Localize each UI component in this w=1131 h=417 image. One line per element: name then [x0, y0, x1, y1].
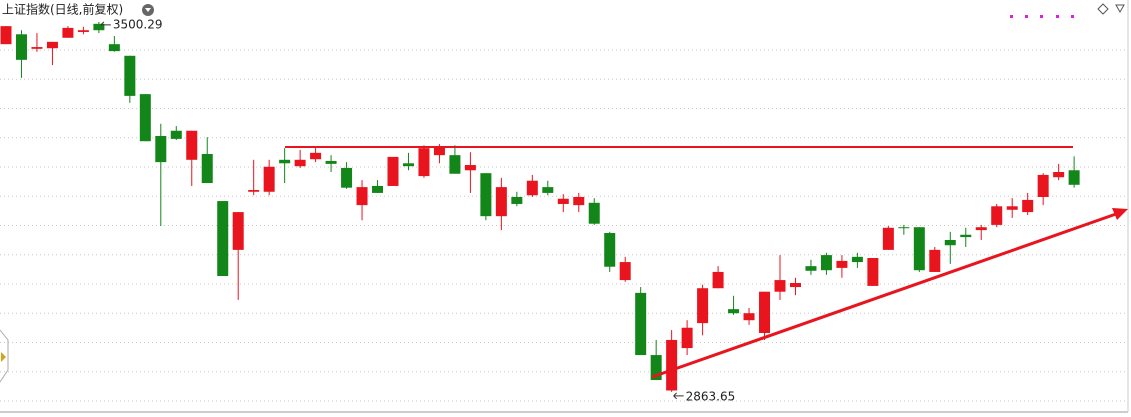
candle-body — [62, 27, 74, 38]
candle-body — [526, 180, 538, 196]
candle-body — [480, 173, 492, 217]
candle-body — [1037, 174, 1049, 197]
candle-body — [341, 167, 353, 188]
candle-body — [186, 130, 198, 160]
candle-body — [557, 198, 569, 204]
left-marker — [1, 352, 6, 362]
candle-body — [960, 234, 972, 238]
candle-body — [449, 155, 461, 174]
candle-body — [1068, 170, 1080, 185]
grid — [0, 49, 1128, 402]
candle-body — [15, 34, 27, 60]
low-annotation: 2863.65 — [686, 389, 736, 403]
candle-body — [232, 212, 244, 250]
dropdown-button[interactable] — [142, 4, 154, 16]
candle-body — [1053, 172, 1065, 178]
candle-body — [588, 202, 600, 224]
candle-body — [139, 94, 151, 142]
candle-body — [402, 163, 414, 167]
candle-body — [650, 355, 662, 381]
candle-body — [124, 55, 136, 96]
candle-body — [619, 262, 631, 281]
candle-body — [944, 239, 956, 246]
candle-body — [46, 41, 58, 49]
candle-body — [867, 258, 879, 286]
candle-body — [929, 249, 941, 272]
candle-body — [712, 271, 724, 289]
high-annotation: 3500.29 — [113, 17, 163, 31]
candle-body — [201, 153, 213, 184]
candle-body — [1006, 206, 1018, 210]
candle-body — [464, 165, 476, 171]
candle-body — [387, 156, 399, 186]
candle-body — [836, 260, 848, 268]
candle-body — [975, 227, 987, 231]
high-pointer — [100, 21, 111, 26]
candle-body — [820, 255, 832, 271]
candle-body — [511, 196, 523, 204]
color-dots — [1010, 15, 1074, 18]
candle-body — [898, 227, 910, 229]
candle-body — [495, 187, 507, 217]
candle-body — [108, 44, 120, 52]
candle-body — [170, 130, 182, 139]
candle-body — [635, 292, 647, 356]
candle-body — [31, 47, 43, 49]
diamond-icon[interactable] — [1097, 3, 1109, 15]
candle-body — [372, 185, 384, 193]
left-handle[interactable] — [0, 329, 9, 383]
candle-body — [604, 233, 616, 267]
candle-body — [294, 159, 306, 167]
candle-body — [77, 30, 89, 32]
candle-body — [542, 187, 554, 193]
candle-body — [697, 288, 709, 324]
candle-body — [991, 206, 1003, 225]
candle-body — [913, 227, 925, 271]
chart-title: 上证指数(日线,前复权) — [2, 2, 123, 17]
candle-body — [666, 339, 678, 391]
candle-body — [759, 291, 771, 333]
candle-body — [774, 280, 786, 292]
candle-body — [279, 159, 291, 164]
collapse-icon[interactable] — [1115, 4, 1125, 14]
candle-body — [217, 201, 229, 277]
candle-body — [882, 227, 894, 250]
trend-arrow — [1112, 208, 1128, 220]
candle-body — [743, 313, 755, 321]
candle-body — [356, 187, 368, 206]
candle-body — [0, 26, 12, 45]
candle-body — [728, 309, 740, 314]
candle-body — [263, 166, 275, 192]
candle-body — [248, 190, 260, 192]
candle-body — [789, 282, 801, 288]
candle-body — [310, 152, 322, 160]
candle-body — [851, 256, 863, 263]
candle-body — [433, 147, 445, 156]
trend-line — [651, 212, 1117, 379]
candle-body — [805, 266, 817, 271]
candle-body — [155, 135, 167, 163]
candle-body — [325, 160, 337, 164]
candle-body — [573, 196, 585, 206]
candles — [0, 21, 1080, 392]
candle-body — [681, 327, 693, 349]
low-pointer — [673, 392, 684, 400]
candle-body — [1022, 199, 1034, 213]
candle-body — [418, 148, 430, 177]
candle-body — [93, 23, 105, 31]
